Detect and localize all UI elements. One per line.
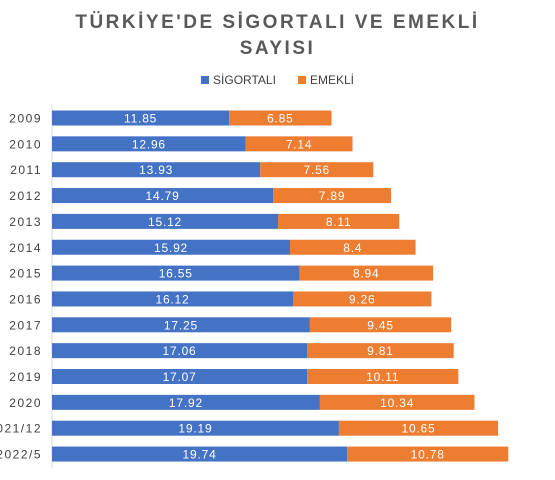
bar-emekli [229, 110, 332, 126]
chart-title-line-1: TÜRKİYE'DE SİGORTALI VE EMEKLİ [75, 12, 480, 33]
data-label-sigortali: 16.55 [159, 267, 193, 281]
legend-swatch-emekli [297, 76, 306, 84]
data-label-sigortali: 19.19 [178, 422, 212, 436]
category-label: 2013 [9, 215, 42, 229]
category-label: 2022/5 [0, 448, 42, 462]
category-label: 2015 [9, 267, 42, 281]
bar-sigortali [52, 110, 230, 126]
chart-title: TÜRKİYE'DE SİGORTALI VE EMEKLİ SAYISI [0, 10, 555, 62]
bar-sigortali [52, 420, 339, 436]
bar-emekli [309, 317, 452, 333]
data-label-sigortali: 17.92 [169, 396, 203, 410]
legend-swatch-sigortali [201, 76, 210, 84]
bar-emekli [338, 420, 499, 436]
data-label-emekli: 8.11 [326, 215, 352, 229]
data-label-emekli: 9.26 [349, 292, 376, 306]
bar-sigortali [52, 446, 348, 462]
bar-sigortali [52, 369, 308, 384]
category-label: 2012 [9, 189, 42, 203]
legend-label-emekli: EMEKLİ [309, 73, 354, 87]
data-label-emekli: 10.65 [401, 422, 435, 436]
category-label: 2020 [9, 396, 42, 410]
bar-sigortali [52, 291, 293, 307]
data-label-sigortali: 17.25 [164, 318, 198, 332]
bar-emekli [292, 291, 432, 307]
category-label: 2014 [9, 241, 42, 255]
category-label: 2010 [9, 137, 42, 151]
bar-emekli [347, 446, 509, 462]
bar-emekli [299, 265, 434, 281]
data-label-emekli: 7.56 [303, 163, 330, 177]
data-label-emekli: 8.94 [353, 267, 380, 281]
data-label-sigortali: 15.92 [154, 241, 188, 255]
data-label-emekli: 8.4 [343, 241, 362, 255]
category-label: 2021/12 [0, 422, 42, 436]
bar-emekli [245, 136, 353, 152]
bar-sigortali [52, 136, 246, 152]
data-label-sigortali: 15.12 [148, 215, 182, 229]
bar-sigortali [52, 394, 320, 410]
data-label-emekli: 9.45 [367, 318, 394, 332]
category-label: 2016 [9, 292, 42, 306]
data-label-emekli: 7.89 [319, 189, 346, 203]
chart-legend: SİGORTALI EMEKLİ [0, 73, 555, 87]
data-label-emekli: 10.78 [411, 448, 445, 462]
data-label-sigortali: 14.79 [146, 189, 180, 203]
bar-emekli [290, 239, 416, 255]
data-label-sigortali: 11.85 [124, 112, 157, 126]
data-label-sigortali: 12.96 [132, 137, 166, 151]
bar-sigortali [52, 162, 261, 178]
data-label-emekli: 10.11 [366, 370, 399, 384]
bar-emekli [278, 213, 400, 229]
bar-sigortali [52, 239, 291, 255]
data-label-emekli: 10.34 [380, 396, 414, 410]
bar-sigortali [52, 265, 300, 281]
bar-emekli [260, 162, 374, 178]
category-label: 2018 [9, 344, 42, 358]
legend-item-sigortali: SİGORTALI [201, 73, 276, 87]
bar-emekli [273, 188, 392, 204]
bar-sigortali [52, 213, 279, 229]
category-label: 2017 [9, 318, 42, 332]
category-label: 2011 [10, 163, 42, 177]
data-label-sigortali: 19.74 [183, 448, 217, 462]
bar-emekli [307, 369, 459, 384]
data-label-emekli: 6.85 [267, 112, 294, 126]
legend-item-emekli: EMEKLİ [297, 73, 354, 87]
category-label: 2019 [9, 370, 42, 384]
bar-sigortali [52, 317, 310, 333]
bar-emekli [307, 343, 454, 359]
bar-sigortali [52, 343, 308, 359]
data-label-emekli: 7.14 [286, 137, 313, 151]
bar-sigortali [52, 188, 274, 204]
data-label-emekli: 9.81 [367, 344, 394, 358]
category-label: 2009 [9, 112, 42, 126]
data-label-sigortali: 16.12 [155, 292, 189, 306]
data-label-sigortali: 17.06 [163, 344, 197, 358]
chart-title-line-2: SAYISI [239, 38, 316, 59]
data-label-sigortali: 17.07 [163, 370, 197, 384]
data-label-sigortali: 13.93 [139, 163, 173, 177]
legend-label-sigortali: SİGORTALI [213, 73, 276, 87]
bar-emekli [319, 394, 475, 410]
